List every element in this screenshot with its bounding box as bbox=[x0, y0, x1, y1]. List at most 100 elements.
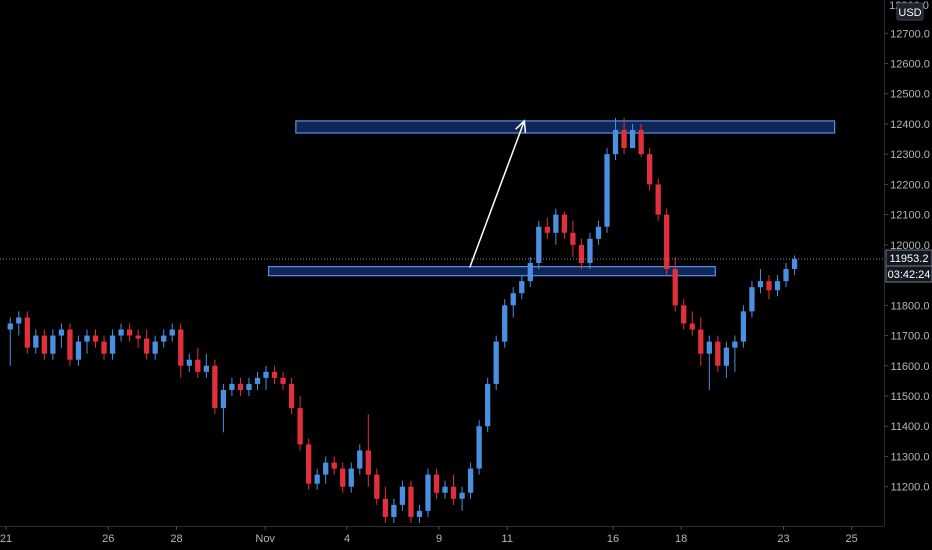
candle-body bbox=[595, 226, 602, 239]
candle bbox=[689, 311, 695, 336]
candle-body bbox=[604, 154, 610, 227]
candle-body bbox=[220, 389, 227, 409]
x-tick-label: 28 bbox=[170, 533, 182, 545]
currency-badge[interactable] bbox=[896, 2, 924, 21]
candle-body bbox=[348, 468, 354, 487]
candle-body bbox=[382, 498, 389, 517]
candle bbox=[399, 480, 406, 511]
candle-body bbox=[681, 305, 687, 324]
candle-body bbox=[408, 486, 414, 517]
x-tick-label: 25 bbox=[846, 533, 858, 545]
candle-body bbox=[297, 408, 303, 445]
candle bbox=[16, 311, 22, 336]
candle-body bbox=[203, 365, 209, 372]
candle-body bbox=[340, 468, 346, 487]
candle-body bbox=[374, 474, 380, 499]
candle-body bbox=[442, 486, 448, 493]
currency-label: USD bbox=[898, 7, 921, 19]
candle bbox=[791, 255, 798, 276]
projection-arrow-line[interactable] bbox=[469, 120, 526, 268]
candle bbox=[212, 359, 218, 415]
candle bbox=[561, 211, 568, 239]
candle bbox=[135, 329, 141, 348]
candle-body bbox=[485, 383, 491, 427]
candle-body bbox=[399, 486, 406, 505]
candle-body bbox=[263, 371, 269, 378]
candle-body bbox=[135, 335, 141, 339]
candle-body bbox=[323, 462, 329, 475]
candle bbox=[144, 329, 150, 360]
candle bbox=[570, 220, 576, 257]
candle-body bbox=[629, 129, 636, 149]
candle bbox=[340, 462, 346, 493]
candle-body bbox=[783, 269, 789, 282]
candle bbox=[510, 287, 516, 318]
candle bbox=[442, 480, 448, 499]
candle bbox=[271, 365, 278, 384]
arrow-layer bbox=[469, 119, 527, 268]
candle bbox=[365, 414, 371, 487]
candle-body bbox=[416, 510, 423, 517]
candle bbox=[75, 335, 82, 366]
candle-body bbox=[126, 329, 133, 336]
candle bbox=[126, 323, 133, 342]
candle bbox=[408, 480, 414, 523]
x-tick-label: 23 bbox=[777, 533, 789, 545]
candle-body bbox=[561, 214, 568, 233]
candle bbox=[578, 238, 585, 270]
candle-body bbox=[723, 347, 730, 366]
candle-body bbox=[365, 450, 371, 475]
y-tick-label: 12300.0 bbox=[890, 149, 930, 161]
candle bbox=[203, 353, 209, 378]
candle-body bbox=[621, 129, 627, 149]
lower-support-zone[interactable] bbox=[267, 266, 716, 277]
upper-resistance-zone[interactable] bbox=[295, 120, 836, 134]
candle bbox=[715, 335, 721, 372]
candle bbox=[92, 329, 99, 348]
zones-layer bbox=[267, 120, 836, 277]
x-tick-label: 4 bbox=[344, 533, 350, 545]
candle-body bbox=[689, 323, 695, 330]
x-tick-label: 16 bbox=[607, 533, 619, 545]
last-price-tag: 11953.2 03:42:24 bbox=[885, 249, 932, 283]
candle-body bbox=[570, 232, 576, 245]
candle-body bbox=[288, 383, 295, 409]
candle bbox=[416, 504, 423, 523]
y-tick-label: 11800.0 bbox=[891, 300, 930, 312]
candle bbox=[348, 462, 354, 493]
candle bbox=[698, 317, 704, 366]
candle bbox=[655, 178, 661, 221]
candle bbox=[161, 329, 167, 348]
candle-body bbox=[33, 335, 39, 348]
candle bbox=[450, 474, 457, 505]
y-tick-label: 11700.0 bbox=[891, 331, 930, 343]
candle-body bbox=[553, 214, 559, 233]
y-tick-label: 11300.0 bbox=[891, 451, 930, 463]
candle bbox=[646, 148, 653, 191]
last-price-label: 11953.2 bbox=[890, 253, 929, 265]
candle bbox=[706, 335, 712, 390]
candle bbox=[621, 117, 627, 155]
x-tick-label: 18 bbox=[675, 533, 687, 545]
candle-body bbox=[502, 305, 508, 342]
candle bbox=[237, 377, 244, 397]
candle-body bbox=[41, 335, 48, 354]
candle-body bbox=[101, 341, 107, 354]
candle-body bbox=[578, 244, 585, 263]
candle-body bbox=[774, 281, 781, 291]
time-axis[interactable]: 21 26 28 Nov 4 9 11 16 18 23 25 bbox=[0, 526, 858, 545]
candle-body bbox=[161, 335, 167, 342]
candle-body bbox=[152, 341, 158, 354]
candle bbox=[101, 335, 107, 360]
candle-body bbox=[246, 383, 252, 390]
candle-body bbox=[50, 335, 56, 354]
candle bbox=[220, 383, 227, 433]
candle bbox=[24, 311, 30, 354]
y-tick-label: 11600.0 bbox=[891, 361, 930, 373]
candle bbox=[178, 323, 184, 378]
candle bbox=[544, 217, 550, 239]
candle bbox=[109, 329, 116, 360]
candle bbox=[612, 117, 619, 161]
x-tick-label: 9 bbox=[436, 533, 442, 545]
